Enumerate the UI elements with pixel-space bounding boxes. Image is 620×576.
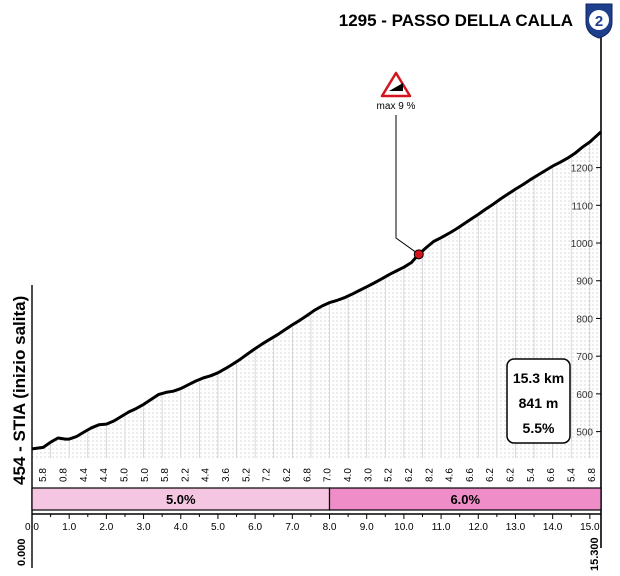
km-tick-label: 0.0 bbox=[25, 522, 39, 533]
section-bars: 5.0% 6.0% bbox=[31, 487, 602, 511]
segment-gradient-label: 4.4 bbox=[79, 468, 90, 482]
altitude-tick-label: 600 bbox=[576, 390, 593, 401]
segment-gradient-label: 6.6 bbox=[465, 468, 476, 482]
segment-gradient-label: 6.8 bbox=[587, 468, 598, 482]
segment-gradients: 5.8 0.8 4.4 4.4 5.0 5.0 5.8 2.2 4.4 3.6 5.2 7.2 6.2 6… bbox=[38, 468, 598, 482]
km-tick-label: 15.0 bbox=[580, 522, 600, 533]
altitude-ticks: 500 600 700 800 900 1000 1100 1200 bbox=[571, 164, 601, 439]
profile-line bbox=[31, 130, 603, 451]
segment-gradient-label: 5.8 bbox=[38, 468, 49, 482]
km-tick-label: 7.0 bbox=[285, 522, 299, 533]
segment-gradient-label: 5.4 bbox=[526, 468, 537, 482]
altitude-tick-label: 700 bbox=[576, 352, 593, 363]
max-gradient-point bbox=[413, 249, 424, 260]
start-km: 0.000 bbox=[16, 538, 28, 566]
section-gradient-label: 5.0% bbox=[166, 492, 196, 507]
km-ticks: 0.0 1.0 2.0 3.0 4.0 5.0 6.0 7.0 8.0 9.0 10.0 11.0 12… bbox=[25, 514, 600, 533]
segment-gradient-label: 4.0 bbox=[343, 468, 354, 482]
summary-distance: 15.3 km bbox=[513, 370, 564, 386]
segment-gradient-label: 3.0 bbox=[363, 468, 374, 482]
segment-gradient-label: 6.2 bbox=[485, 468, 496, 482]
altitude-tick-label: 1200 bbox=[571, 164, 594, 175]
warning-triangle-icon bbox=[380, 71, 412, 98]
end-km: 15.300 bbox=[589, 537, 601, 571]
km-tick-label: 13.0 bbox=[506, 522, 526, 533]
gpm-badge-number: 2 bbox=[595, 13, 603, 30]
km-tick-label: 8.0 bbox=[323, 522, 337, 533]
segment-gradient-label: 0.8 bbox=[59, 468, 70, 482]
km-tick-label: 9.0 bbox=[360, 522, 374, 533]
segment-gradient-label: 5.4 bbox=[567, 468, 578, 482]
summary-box: 15.3 km 841 m 5.5% bbox=[506, 358, 571, 444]
segment-gradient-label: 5.8 bbox=[160, 468, 171, 482]
km-tick-label: 14.0 bbox=[543, 522, 563, 533]
altitude-tick-label: 1100 bbox=[571, 201, 593, 212]
km-tick-label: 4.0 bbox=[174, 522, 188, 533]
summary-avg: 5.5% bbox=[523, 420, 555, 436]
km-tick-label: 2.0 bbox=[99, 522, 113, 533]
summit-label: 1295 - PASSO DELLA CALLA bbox=[339, 11, 573, 30]
altitude-tick-label: 800 bbox=[576, 314, 593, 325]
start-label: 454 - STIA (inizio salita) bbox=[10, 296, 29, 485]
km-tick-label: 5.0 bbox=[211, 522, 225, 533]
section-gradient-label: 6.0% bbox=[450, 492, 480, 507]
km-tick-label: 1.0 bbox=[62, 522, 76, 533]
section-bar bbox=[328, 487, 602, 511]
max-gradient-label: max 9 % bbox=[377, 101, 416, 112]
segment-gradient-label: 6.2 bbox=[506, 468, 517, 482]
profile-area bbox=[32, 131, 601, 459]
segment-gradient-label: 3.6 bbox=[221, 468, 232, 482]
segment-gradient-label: 6.8 bbox=[302, 468, 313, 482]
segment-gradient-label: 5.0 bbox=[119, 468, 130, 482]
km-tick-label: 6.0 bbox=[248, 522, 262, 533]
segment-gradient-label: 4.6 bbox=[445, 468, 456, 482]
segment-gradient-label: 8.2 bbox=[424, 468, 435, 482]
segment-gradient-label: 5.2 bbox=[241, 468, 252, 482]
segment-gradient-label: 5.2 bbox=[384, 468, 395, 482]
km-tick-label: 11.0 bbox=[432, 522, 451, 533]
segment-gradient-label: 6.6 bbox=[546, 468, 557, 482]
segment-gradient-label: 4.4 bbox=[99, 468, 110, 482]
max-gradient-marker: max 9 % bbox=[377, 71, 424, 260]
vertical-gridlines bbox=[50, 143, 591, 458]
segment-gradient-label: 6.2 bbox=[282, 468, 293, 482]
segment-gradient-label: 7.2 bbox=[262, 468, 273, 482]
segment-gradient-label: 4.4 bbox=[201, 468, 212, 482]
summary-gain: 841 m bbox=[519, 395, 559, 411]
segment-gradient-label: 6.2 bbox=[404, 468, 415, 482]
gpm-category-badge: 2 bbox=[585, 3, 613, 39]
altitude-tick-label: 900 bbox=[576, 277, 593, 288]
altitude-tick-label: 500 bbox=[576, 428, 593, 439]
max-gradient-leader bbox=[395, 115, 420, 255]
segment-gradient-label: 5.0 bbox=[140, 468, 151, 482]
segment-gradient-label: 7.0 bbox=[323, 468, 334, 482]
km-tick-label: 12.0 bbox=[469, 522, 489, 533]
km-tick-label: 10.0 bbox=[394, 522, 414, 533]
km-tick-label: 3.0 bbox=[137, 522, 151, 533]
segment-gradient-label: 2.2 bbox=[180, 468, 191, 482]
altitude-tick-label: 1000 bbox=[571, 239, 594, 250]
